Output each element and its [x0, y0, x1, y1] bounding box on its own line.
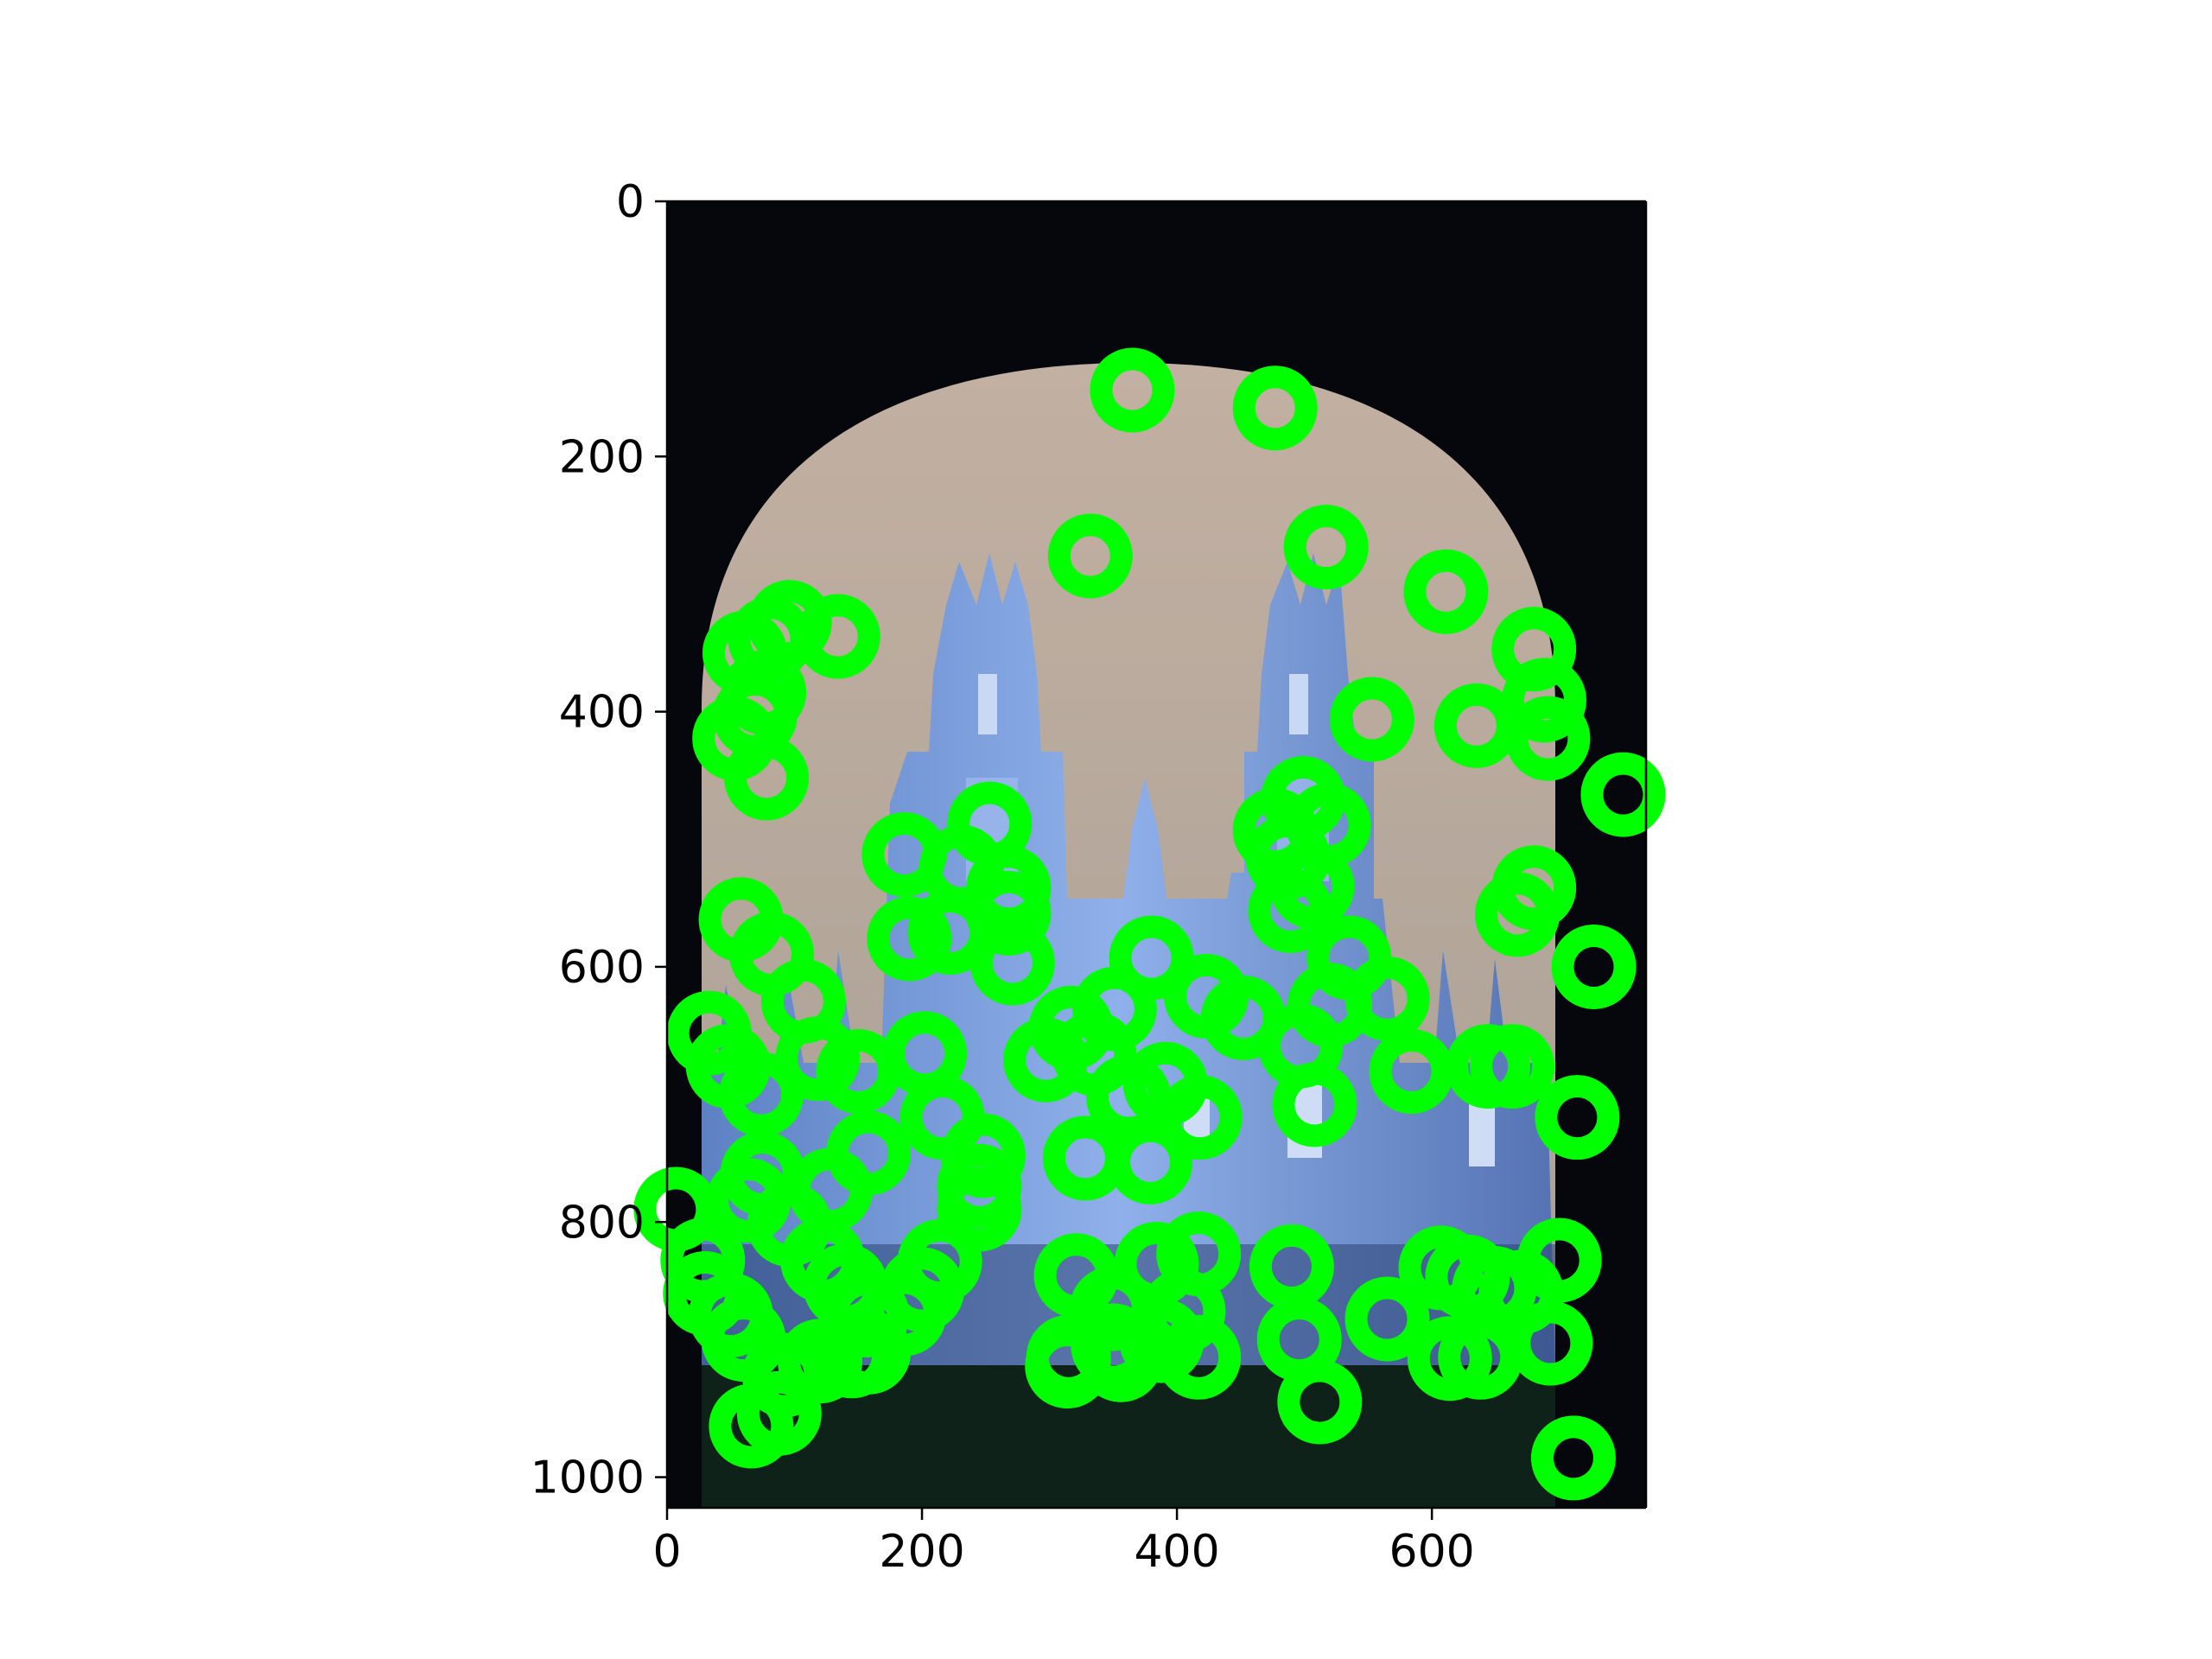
keypoint-marker-1 [1232, 365, 1318, 451]
keypoint-marker-106 [1344, 1276, 1430, 1362]
x-tick-label-1: 200 [879, 1526, 964, 1578]
keypoint-marker-3 [1283, 505, 1369, 590]
keypoint-marker-50 [719, 1052, 804, 1137]
keypoint-marker-105 [1277, 1359, 1363, 1445]
keypoint-marker-69 [937, 1166, 1022, 1252]
keypoint-marker-16 [1501, 658, 1586, 743]
y-tick-label-1: 200 [559, 431, 645, 483]
keypoint-marker-59 [1470, 1024, 1555, 1109]
y-tick-label-4: 800 [559, 1197, 645, 1249]
keypoint-marker-36 [969, 920, 1055, 1006]
keypoint-marker-102 [1078, 1317, 1164, 1402]
x-ticks: 0 200 400 600 [652, 1508, 1475, 1578]
keypoint-markers [633, 347, 1666, 1501]
keypoint-marker-66 [1042, 1116, 1128, 1201]
axes: 0 200 400 600 0 200 400 600 800 1000 [531, 176, 1648, 1578]
keypoint-marker-111 [1516, 1217, 1602, 1303]
keypoint-marker-113 [1407, 1316, 1492, 1402]
keypoint-marker-45 [1003, 1017, 1089, 1103]
keypoint-marker-56 [1272, 1062, 1357, 1147]
keypoint-marker-30 [1474, 872, 1560, 957]
x-tick-label-2: 400 [1134, 1526, 1219, 1578]
keypoint-marker-17 [1505, 696, 1591, 781]
keypoint-marker-82 [709, 1383, 794, 1469]
tower-window-left [978, 674, 997, 734]
keypoint-marker-4 [1403, 549, 1489, 634]
y-tick-label-0: 0 [616, 176, 645, 228]
keypoint-marker-5 [1329, 677, 1414, 762]
keypoint-marker-64 [1157, 1075, 1243, 1160]
keypoint-marker-28 [1248, 868, 1333, 953]
keypoint-marker-33 [867, 896, 952, 982]
keypoint-marker-13 [724, 735, 810, 821]
y-ticks: 0 200 400 600 800 1000 [531, 176, 667, 1504]
y-tick-label-5: 1000 [531, 1452, 645, 1504]
keypoint-marker-35 [966, 870, 1052, 956]
keypoint-marker-88 [809, 1313, 894, 1399]
keypoint-marker-57 [1369, 1029, 1454, 1115]
keypoint-marker-0 [1090, 347, 1175, 433]
x-tick-label-0: 0 [652, 1526, 681, 1578]
keypoint-marker-47 [775, 1016, 861, 1102]
building-windows-2 [1469, 1097, 1495, 1166]
keypoint-marker-40 [1344, 956, 1430, 1041]
y-tick-label-2: 400 [559, 687, 645, 739]
keypoint-marker-60 [1535, 1075, 1620, 1160]
plot-area [633, 201, 1666, 1508]
keypoint-marker-37 [1551, 924, 1637, 1009]
x-tick-label-3: 600 [1389, 1526, 1475, 1578]
tower-window-right [1289, 674, 1308, 734]
keypoint-marker-2 [1047, 513, 1133, 599]
keypoint-marker-91 [861, 1271, 947, 1357]
keypoint-marker-114 [1438, 1314, 1523, 1400]
keypoint-marker-115 [1530, 1415, 1616, 1501]
keypoint-marker-18 [1580, 752, 1666, 837]
y-tick-label-3: 600 [559, 942, 645, 994]
keypoint-marker-100 [1156, 1314, 1242, 1400]
